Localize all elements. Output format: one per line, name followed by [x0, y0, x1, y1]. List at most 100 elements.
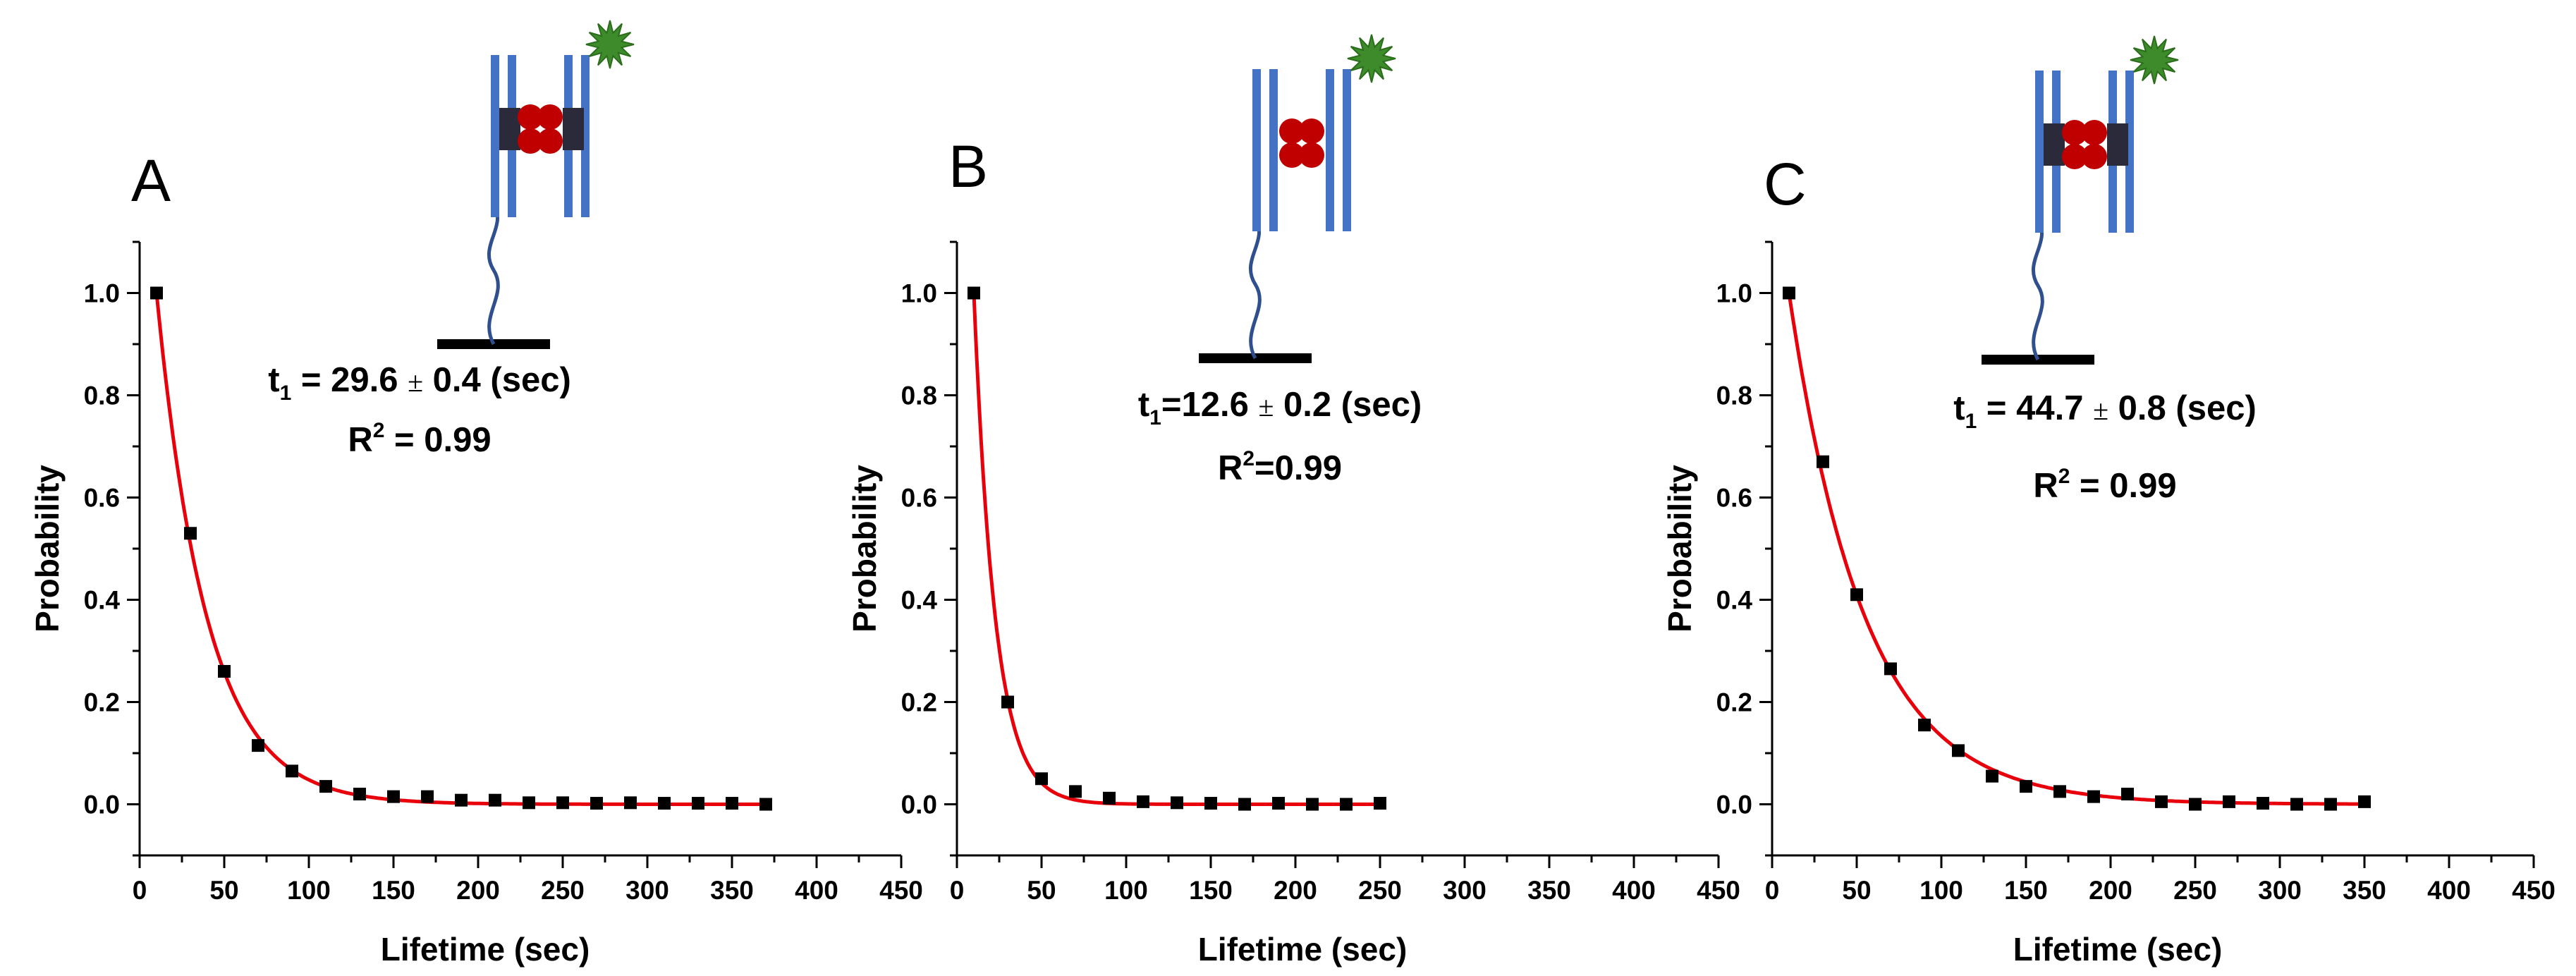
x-tick-label: 200 — [1274, 876, 1317, 905]
data-point — [421, 790, 434, 803]
data-point — [2257, 797, 2269, 810]
x-axis-label: Lifetime (sec) — [1198, 931, 1408, 968]
data-point — [658, 797, 671, 810]
data-point — [286, 764, 298, 778]
x-tick-label: 150 — [2004, 876, 2048, 905]
y-tick-label: 0.6 — [84, 484, 120, 513]
protein-subunit — [2082, 120, 2107, 145]
y-tick-label: 0.6 — [1716, 484, 1752, 513]
data-point — [218, 665, 231, 678]
y-tick-label: 0.0 — [84, 791, 120, 819]
fluorophore-star — [585, 20, 635, 69]
x-tick-label: 250 — [2173, 876, 2217, 905]
y-tick-label: 0.4 — [1716, 586, 1753, 615]
protein-subunit — [537, 128, 563, 154]
x-tick-label: 0 — [133, 876, 147, 905]
data-point — [967, 286, 980, 300]
annot-sub: 1 — [1149, 406, 1161, 429]
dna-strand — [2125, 71, 2134, 233]
y-tick-label: 0.0 — [1716, 791, 1752, 819]
protein-subunit — [518, 104, 543, 130]
x-tick-label: 400 — [795, 876, 838, 905]
chart-panel-a: 0 50 100 150 200 250 300 350 400 450 0.0 0.2 0.4 0.6 0… — [29, 20, 923, 968]
x-tick-label: 300 — [1443, 876, 1487, 905]
dna-strand — [1269, 69, 1278, 231]
protein-subunit — [2062, 144, 2087, 169]
x-tick-label: 200 — [456, 876, 500, 905]
dna-strand — [491, 55, 499, 217]
chart-panel-b: 0 50 100 150 200 250 300 350 400 450 0.0 0.2 0.4 0.6 0… — [846, 34, 1740, 968]
y-tick-label: 1.0 — [1716, 279, 1752, 308]
data-point — [387, 790, 400, 803]
annot-t: t — [1138, 386, 1149, 424]
data-point — [1884, 662, 1897, 676]
tether-line — [487, 202, 500, 346]
fluorophore-star — [2130, 35, 2179, 85]
x-tick-label: 50 — [209, 876, 238, 905]
dna-strand — [1252, 69, 1261, 231]
y-tick-label: 0.2 — [84, 688, 120, 717]
y-tick-label: 1.0 — [901, 279, 937, 308]
annot-value: =12.6 — [1161, 386, 1259, 424]
y-tick-label: 1.0 — [84, 279, 120, 308]
data-point — [1272, 797, 1285, 810]
annot-r: R — [2033, 467, 2058, 505]
annot-sub: 1 — [280, 382, 292, 405]
x-tick-label: 150 — [372, 876, 415, 905]
data-point — [1374, 797, 1386, 810]
dna-strand — [1343, 69, 1351, 231]
x-tick-label: 350 — [2343, 876, 2386, 905]
protein-subunit — [518, 128, 543, 154]
data-point — [184, 527, 197, 540]
protein-center — [1300, 141, 1304, 145]
data-point — [1171, 796, 1183, 810]
annot-t: t — [268, 361, 279, 399]
annot-pm: ± — [2093, 394, 2108, 426]
x-tick-label: 50 — [1842, 876, 1871, 905]
x-axis-label: Lifetime (sec) — [2013, 931, 2223, 968]
y-tick-label: 0.2 — [1716, 688, 1752, 717]
y-axis-label: Probability — [846, 465, 883, 633]
data-point — [455, 793, 468, 807]
data-point — [2087, 790, 2100, 803]
annot-error: 0.8 (sec) — [2108, 389, 2257, 427]
dna-schematic — [437, 20, 635, 349]
binding-block — [563, 108, 584, 150]
data-point — [2053, 785, 2066, 798]
annot-r: R — [348, 421, 372, 459]
data-point — [2358, 795, 2371, 808]
dna-schematic — [1982, 35, 2179, 365]
fluorophore-star — [1347, 34, 1396, 83]
data-point — [1918, 719, 1931, 732]
annot-sub: 1 — [1965, 410, 1977, 433]
annot-r-value: = 0.99 — [2070, 467, 2176, 505]
data-point — [2189, 798, 2202, 811]
panel-letter: B — [948, 133, 988, 200]
y-tick-label: 0.6 — [901, 484, 937, 513]
data-point — [2121, 788, 2134, 800]
data-point — [2020, 780, 2032, 793]
x-tick-label: 350 — [710, 876, 754, 905]
y-axis-label: Probability — [29, 465, 66, 633]
lifetime-annotation: t1 = 44.7 ± 0.8 (sec) — [1953, 389, 2257, 433]
annot-t: t — [1953, 389, 1965, 427]
x-tick-label: 250 — [1358, 876, 1402, 905]
x-axis-label: Lifetime (sec) — [381, 931, 590, 968]
protein-center — [538, 127, 542, 131]
annot-r-sup: 2 — [373, 419, 385, 442]
panel-letter: A — [131, 147, 171, 214]
binding-block — [2107, 123, 2128, 166]
data-point — [1783, 286, 1795, 300]
protein-subunit — [1279, 142, 1305, 168]
tether-line — [1249, 216, 1262, 360]
annot-r-sup: 2 — [2058, 465, 2070, 488]
data-point — [1850, 588, 1863, 602]
fit-curve — [972, 293, 1380, 806]
x-tick-label: 100 — [287, 876, 331, 905]
dna-strand — [1326, 69, 1334, 231]
x-tick-label: 450 — [2512, 876, 2556, 905]
fit-curve — [1787, 293, 2364, 806]
data-point — [1952, 744, 1965, 757]
x-tick-label: 450 — [879, 876, 923, 905]
